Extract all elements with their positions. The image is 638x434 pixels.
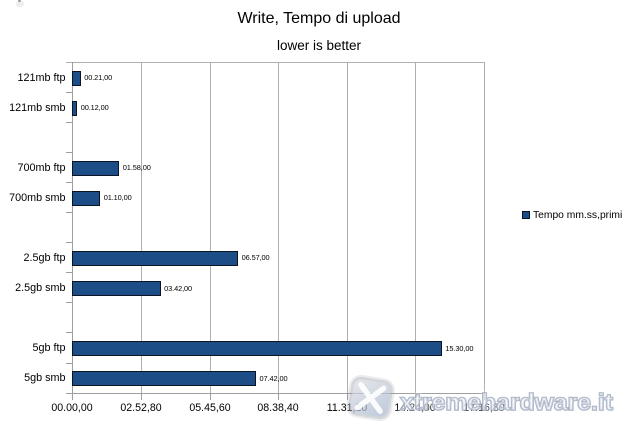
- svg-text:xtremehardware.it: xtremehardware.it: [400, 389, 613, 415]
- svg-text:xtremehardware.it: xtremehardware.it: [400, 389, 613, 415]
- svg-text:xtremehardware.it: xtremehardware.it: [400, 389, 613, 415]
